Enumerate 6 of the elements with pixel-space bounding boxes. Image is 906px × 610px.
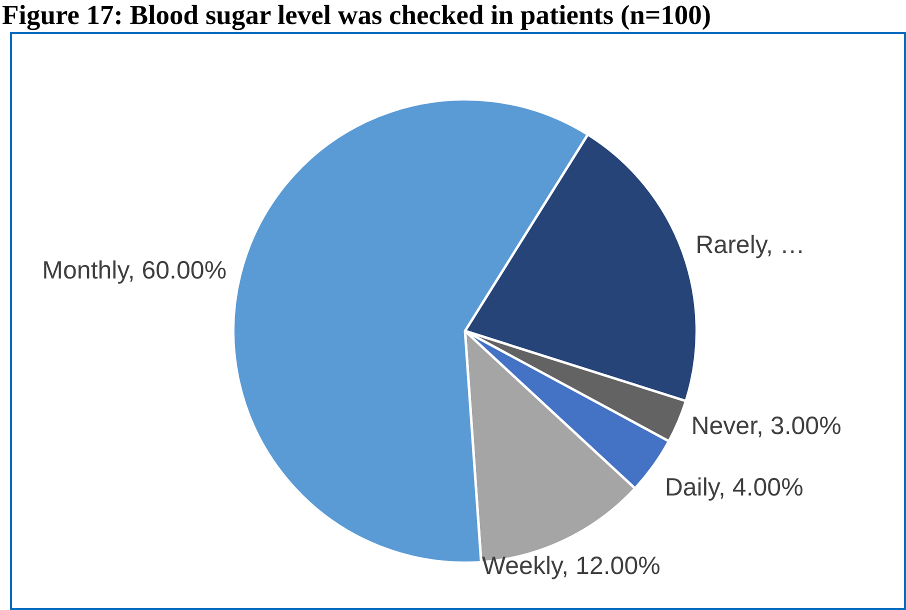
slice-label: Daily, 4.00% <box>664 473 804 502</box>
chart-title: Figure 17: Blood sugar level was checked in patients (n=100) <box>2 0 712 30</box>
slice-label: Never, 3.00% <box>691 412 842 440</box>
slice-label: Monthly, 60.00% <box>42 256 227 284</box>
slice-label: Rarely, … <box>696 231 805 260</box>
slice-label: Weekly, 12.00% <box>482 552 660 580</box>
